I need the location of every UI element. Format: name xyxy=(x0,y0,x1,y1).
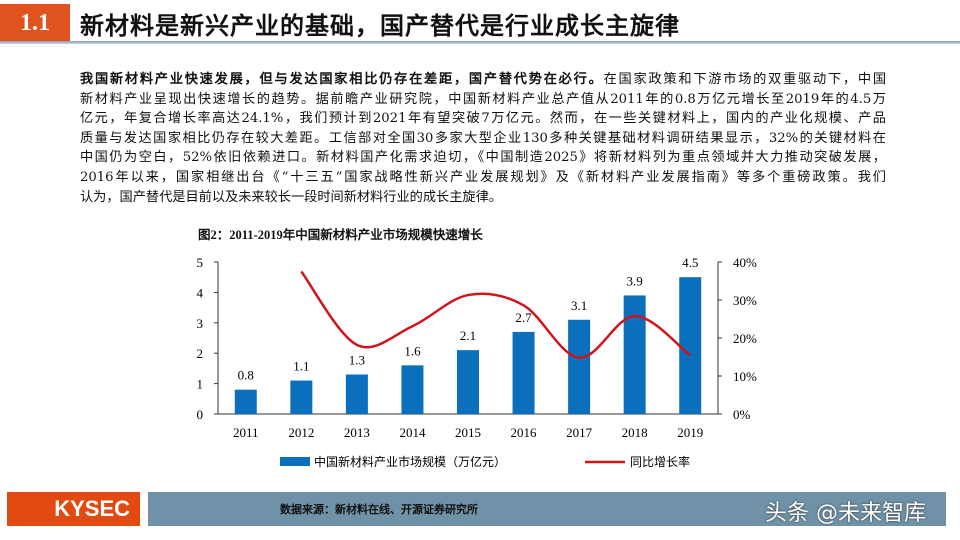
paragraph-text: 在国家政策和下游市场的双重驱动下，中国 xyxy=(603,72,887,87)
bar xyxy=(290,380,313,414)
right-tick-label: 40% xyxy=(733,255,757,270)
x-tick-label: 2015 xyxy=(455,425,481,440)
x-tick-label: 2012 xyxy=(288,425,314,440)
growth-rate-line xyxy=(300,270,691,360)
bar xyxy=(512,331,535,414)
footer-bar xyxy=(148,492,946,526)
bar xyxy=(457,350,479,414)
x-tick-label: 2016 xyxy=(511,425,538,440)
data-label: 1.6 xyxy=(404,343,421,358)
left-tick-label: 2 xyxy=(197,346,204,361)
paragraph-line: 亿元，年复合增长率高达24.1%，我们预计到2021年有望突破7万亿元。然而，在… xyxy=(80,111,886,127)
title-divider xyxy=(0,41,960,44)
left-tick-label: 0 xyxy=(197,407,204,422)
x-tick-label: 2018 xyxy=(622,425,648,440)
data-label: 4.5 xyxy=(682,255,698,270)
legend-bar-swatch xyxy=(280,457,310,466)
paragraph-line: 我国新材料产业快速发展，但与发达国家相比仍存在差距，国产替代势在必行。在国家政策… xyxy=(80,70,886,90)
paragraph-line: 新材料产业呈现出快速增长的趋势。据前瞻产业研究院，中国新材料产业总产值从2011… xyxy=(80,91,886,107)
x-tick-label: 2013 xyxy=(344,425,370,440)
data-label: 0.8 xyxy=(238,368,254,383)
page-title: 新材料是新兴产业的基础，国产替代是行业成长主旋律 xyxy=(80,11,680,40)
bar xyxy=(623,295,646,414)
body-paragraph: 我国新材料产业快速发展，但与发达国家相比仍存在差距，国产替代势在必行。在国家政策… xyxy=(80,70,886,207)
left-tick-label: 3 xyxy=(197,316,204,331)
bar xyxy=(345,374,368,414)
paragraph-line: 质量与发达国家相比仍存在较大差距。工信部对全国30多家大型企业130多种关键基础… xyxy=(80,130,886,146)
x-tick-label: 2014 xyxy=(399,425,426,440)
x-tick-label: 2017 xyxy=(566,425,593,440)
bar xyxy=(401,365,424,414)
legend-line-label: 同比增长率 xyxy=(630,454,690,469)
right-tick-label: 10% xyxy=(733,369,757,384)
right-tick-label: 30% xyxy=(733,293,757,308)
left-tick-label: 1 xyxy=(197,377,204,392)
paragraph-line: 中国仍为空白，52%依旧依赖进口。新材料国产化需求迫切，《中国制造2025》将新… xyxy=(80,150,886,166)
left-tick-label: 5 xyxy=(197,255,204,270)
bar xyxy=(568,319,591,414)
bar xyxy=(679,277,702,414)
data-label: 3.1 xyxy=(571,298,587,313)
paragraph-line: 2016年以来，国家相继出台《“十三五”国家战略性新兴产业发展规划》及《新材料产… xyxy=(80,169,886,185)
legend-bar-label: 中国新材料产业市场规模（万亿元） xyxy=(314,454,506,469)
bar xyxy=(234,389,257,414)
kysec-logo: KYSEC xyxy=(7,492,140,526)
watermark: 头条 @未来智库 xyxy=(765,501,926,526)
section-number: 1.1 xyxy=(0,4,70,42)
chart-title: 图2：2011-2019年中国新材料产业市场规模快速增长 xyxy=(198,228,483,242)
right-tick-label: 0% xyxy=(733,407,751,422)
data-label: 1.1 xyxy=(293,359,309,374)
data-label: 2.7 xyxy=(515,310,532,325)
data-label: 1.3 xyxy=(349,352,365,367)
data-label: 3.9 xyxy=(627,273,643,288)
right-tick-label: 20% xyxy=(733,331,757,346)
paragraph-lead: 我国新材料产业快速发展，但与发达国家相比仍存在差距，国产替代势在必行。 xyxy=(80,72,604,87)
x-tick-label: 2019 xyxy=(677,425,703,440)
paragraph-line: 认为，国产替代是目前以及未来较长一段时间新材料行业的成长主旋律。 xyxy=(80,189,502,205)
data-label: 2.1 xyxy=(460,328,476,343)
data-source: 数据来源：新材料在线、开源证券研究所 xyxy=(280,503,478,516)
left-tick-label: 4 xyxy=(197,285,204,300)
x-tick-label: 2011 xyxy=(233,425,259,440)
